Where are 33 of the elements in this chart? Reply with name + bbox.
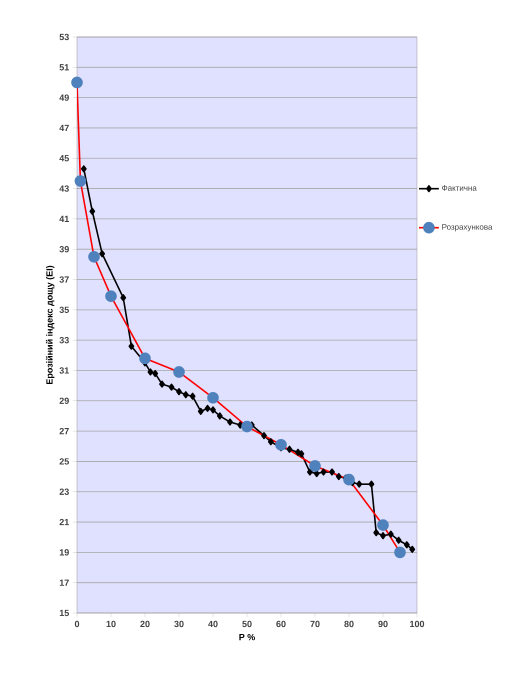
- x-tick-label: 90: [378, 620, 388, 628]
- x-tick-label: 0: [74, 620, 80, 628]
- x-tick-label: 60: [276, 620, 286, 628]
- x-tick-label: 40: [208, 620, 218, 628]
- y-tick-label: 21: [60, 518, 69, 526]
- y-tick-label: 47: [59, 124, 69, 132]
- y-tick-label: 45: [59, 155, 69, 162]
- x-tick-label: 80: [344, 620, 354, 628]
- y-tick-label: 23: [60, 488, 69, 495]
- y-tick-label: 49: [59, 94, 69, 101]
- x-tick-label: 20: [140, 620, 150, 628]
- y-tick-label: 51: [60, 64, 69, 70]
- y-tick-label: 33: [59, 336, 69, 344]
- x-tick-label: 30: [174, 620, 184, 628]
- y-tick-label: 27: [60, 428, 69, 434]
- y-tick-label: 15: [60, 610, 69, 616]
- y-axis-title: Ерозійний індекс дощу (ЕІ): [46, 266, 54, 384]
- y-tick-label: 35: [59, 306, 69, 314]
- y-tick-label: 19: [60, 549, 69, 556]
- x-tick-label: 70: [310, 620, 320, 628]
- y-tick-label: 17: [60, 580, 69, 586]
- y-tick-label: 31: [59, 367, 69, 374]
- y-tick-label: 25: [60, 458, 69, 465]
- y-tick-label: 37: [59, 276, 69, 283]
- x-tick-label: 10: [106, 620, 116, 628]
- x-tick-label: 50: [242, 620, 252, 628]
- y-tick-label: 43: [59, 185, 69, 192]
- y-tick-label: 29: [60, 398, 69, 404]
- x-axis-title: P %: [239, 634, 255, 640]
- y-tick-label: 41: [59, 216, 69, 222]
- y-tick-label: 53: [60, 34, 69, 40]
- y-tick-label: 39: [59, 246, 69, 252]
- x-tick-label: 100: [410, 620, 424, 628]
